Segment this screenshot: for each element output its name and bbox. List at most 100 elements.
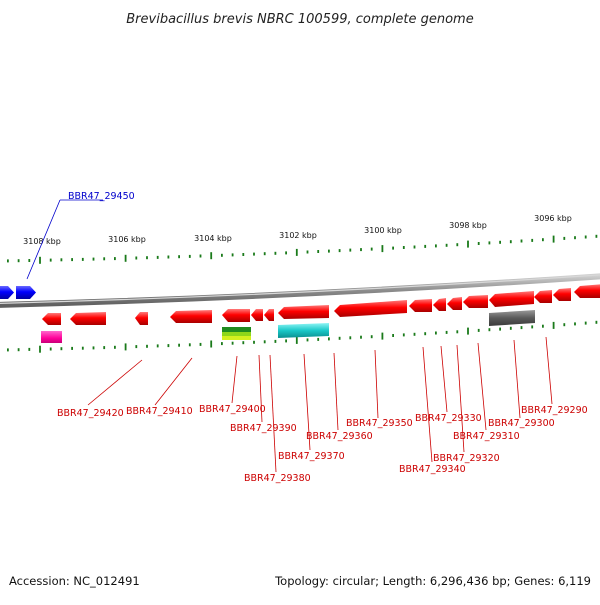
feature-block[interactable] — [222, 332, 251, 336]
coordinate-tick — [520, 239, 523, 243]
coordinate-tick — [114, 345, 116, 349]
coordinate-tick — [103, 257, 106, 261]
coordinate-tick — [285, 251, 287, 255]
gene-label[interactable]: BBR47_29400 — [199, 404, 266, 415]
gene-label[interactable]: BBR47_29340 — [399, 464, 466, 475]
coordinate-labels: 3108 kbp 3106 kbp 3104 kbp 3102 kbp 3100… — [23, 214, 572, 246]
accession-text: Accession: NC_012491 — [9, 574, 140, 588]
coordinate-tick — [349, 248, 352, 252]
genome-summary-text: Topology: circular; Length: 6,296,436 bp… — [274, 574, 591, 588]
coordinate-tick — [167, 255, 170, 259]
gene-arrow[interactable] — [135, 312, 148, 325]
coordinate-tick — [210, 340, 213, 348]
gene-label[interactable]: BBR47_29360 — [306, 431, 373, 442]
gene-label[interactable]: BBR47_29450 — [68, 191, 135, 202]
coordinate-tick — [392, 246, 394, 250]
gene-arrow[interactable] — [70, 312, 106, 325]
coordinate-tick — [242, 341, 245, 345]
gene-arrow[interactable] — [278, 305, 329, 319]
gene-label[interactable]: BBR47_29330 — [415, 413, 482, 424]
coordinate-tick — [253, 340, 255, 344]
leader-line — [269, 354, 277, 473]
gene-label[interactable]: BBR47_29310 — [453, 431, 520, 442]
coordinate-tick — [520, 326, 523, 330]
coordinate-tick — [242, 253, 245, 256]
gene-arrow[interactable] — [433, 298, 446, 311]
coordinate-tick — [477, 242, 480, 245]
coordinate-tick — [124, 254, 127, 262]
gene-label[interactable]: BBR47_29420 — [57, 408, 124, 419]
coordinate-tick — [509, 240, 512, 244]
gene-label[interactable]: BBR47_29300 — [488, 418, 555, 429]
coordinate-tick — [595, 320, 598, 324]
feature-block[interactable] — [222, 327, 251, 332]
coordinate-tick — [499, 240, 501, 244]
coordinate-tick — [595, 234, 598, 238]
leader-line — [26, 199, 61, 280]
coordinate-tick — [542, 324, 544, 328]
feature-block[interactable] — [489, 310, 535, 326]
coordinate-tick — [563, 236, 566, 240]
coordinate-tick — [274, 251, 277, 255]
genome-backbone — [0, 273, 600, 308]
gene-arrow[interactable] — [264, 309, 274, 321]
coordinate-tick — [413, 245, 416, 249]
gene-arrow[interactable] — [170, 310, 212, 323]
leader-line — [374, 349, 379, 419]
coordinate-tick — [178, 343, 180, 347]
coordinate-tick — [542, 238, 544, 242]
coordinate-tick — [146, 344, 148, 348]
gene-label[interactable]: BBR47_29350 — [346, 418, 413, 429]
coordinate-tick — [114, 257, 116, 261]
coordinate-tick — [156, 344, 159, 348]
coordinate-tick — [199, 342, 202, 346]
feature-block[interactable] — [278, 323, 329, 338]
coordinate-tick — [7, 259, 9, 263]
coordinate-label: 3100 kbp — [364, 226, 402, 235]
coordinate-tick — [199, 254, 202, 258]
coordinate-tick — [49, 258, 52, 262]
gene-arrow[interactable] — [222, 309, 250, 322]
gene-arrow[interactable] — [16, 286, 36, 299]
feature-block[interactable] — [222, 336, 251, 340]
gene-arrow[interactable] — [574, 284, 600, 298]
coordinate-tick — [370, 247, 373, 251]
coordinate-tick — [328, 337, 330, 341]
gene-label[interactable]: BBR47_29290 — [521, 405, 588, 416]
gene-arrow[interactable] — [489, 291, 534, 307]
gene-label[interactable]: BBR47_29410 — [126, 406, 193, 417]
gene-label[interactable]: BBR47_29320 — [433, 453, 500, 464]
leader-line — [231, 355, 238, 404]
gene-arrow[interactable] — [0, 286, 14, 299]
gene-arrow[interactable] — [409, 299, 432, 312]
coordinate-tick — [92, 257, 95, 261]
coordinate-tick — [135, 256, 138, 260]
gene-arrow[interactable] — [334, 300, 407, 317]
gene-arrow[interactable] — [251, 309, 263, 321]
coordinate-tick — [338, 336, 341, 340]
leader-line — [333, 352, 339, 431]
coordinate-tick — [17, 259, 20, 263]
gene-arrow[interactable] — [553, 288, 571, 301]
gene-arrow[interactable] — [463, 295, 488, 308]
coordinate-tick — [424, 244, 427, 248]
coordinate-tick — [221, 253, 223, 257]
coordinate-tick — [28, 259, 31, 262]
gene-arrow[interactable] — [447, 297, 462, 310]
coordinate-tick — [317, 250, 320, 253]
gene-label[interactable]: BBR47_29380 — [244, 473, 311, 484]
coordinate-tick — [156, 255, 159, 259]
map-title: Brevibacillus brevis NBRC 100599, comple… — [126, 12, 473, 27]
coordinate-tick — [188, 254, 191, 258]
gene-label[interactable]: BBR47_29390 — [230, 423, 297, 434]
feature-block[interactable] — [41, 331, 62, 343]
coordinate-tick — [124, 343, 127, 351]
forward-strand-genes — [0, 286, 36, 299]
gene-arrow[interactable] — [534, 290, 552, 303]
gene-arrow[interactable] — [42, 313, 61, 325]
gene-label[interactable]: BBR47_29370 — [278, 451, 345, 462]
feature-blocks — [41, 310, 535, 343]
leader-line — [422, 346, 433, 463]
